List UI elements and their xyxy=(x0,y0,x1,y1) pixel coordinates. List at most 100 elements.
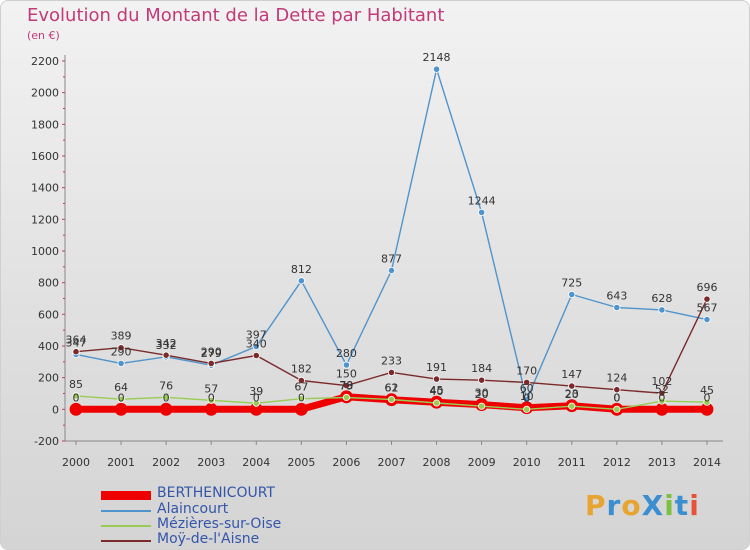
data-point-berthenicourt xyxy=(204,402,218,416)
data-point-m-zi-res-sur-oise xyxy=(342,393,351,402)
data-point-mo-de-l-aisne xyxy=(703,295,711,303)
data-label-berthenicourt: 23 xyxy=(565,388,579,401)
data-label-m-zi-res-sur-oise: 76 xyxy=(159,379,173,392)
data-point-m-zi-res-sur-oise xyxy=(432,399,441,407)
data-label-alaincourt: 628 xyxy=(651,292,672,305)
data-label-alaincourt: 812 xyxy=(291,263,312,276)
data-label-mo-de-l-aisne: 389 xyxy=(111,330,132,343)
data-label-berthenicourt: 0 xyxy=(703,391,710,404)
data-point-alaincourt xyxy=(568,290,576,299)
data-label-m-zi-res-sur-oise: 57 xyxy=(204,382,218,395)
data-point-berthenicourt xyxy=(69,402,83,416)
data-label-m-zi-res-sur-oise: 40 xyxy=(430,385,444,398)
x-tick-label: 2008 xyxy=(423,456,451,469)
data-point-mo-de-l-aisne xyxy=(162,351,170,359)
data-point-mo-de-l-aisne xyxy=(523,378,531,387)
data-label-berthenicourt: 0 xyxy=(73,391,80,404)
data-point-mo-de-l-aisne xyxy=(568,382,576,390)
data-label-alaincourt: 290 xyxy=(111,345,132,358)
data-label-berthenicourt: 0 xyxy=(208,391,215,404)
data-label-alaincourt: 2148 xyxy=(423,51,451,64)
data-point-alaincourt xyxy=(387,266,396,275)
data-label-berthenicourt: 0 xyxy=(118,391,125,404)
y-tick-label: 1600 xyxy=(31,150,59,163)
data-label-alaincourt: 280 xyxy=(336,347,357,360)
x-tick-label: 2002 xyxy=(152,456,180,469)
legend-label-mezieres: Mézières-sur-Oise xyxy=(157,516,282,532)
data-point-mo-de-l-aisne xyxy=(207,359,215,368)
data-label-mo-de-l-aisne: 233 xyxy=(381,354,402,367)
data-label-mo-de-l-aisne: 182 xyxy=(291,363,312,376)
y-tick-label: 400 xyxy=(38,340,59,353)
data-label-alaincourt: 567 xyxy=(696,302,717,315)
data-point-alaincourt xyxy=(342,361,351,369)
data-point-alaincourt xyxy=(478,208,486,216)
x-tick-label: 2014 xyxy=(693,456,721,469)
data-label-alaincourt: 60 xyxy=(520,382,534,395)
data-point-m-zi-res-sur-oise xyxy=(117,395,125,403)
logo-letter: o xyxy=(621,489,642,522)
data-point-m-zi-res-sur-oise xyxy=(72,392,80,400)
x-tick-label: 2004 xyxy=(242,456,270,469)
y-tick-label: 2200 xyxy=(31,55,59,68)
x-tick-label: 2005 xyxy=(287,456,315,469)
y-tick-label: 1200 xyxy=(31,213,59,226)
chart-unit-label: (en €) xyxy=(27,29,60,42)
data-label-mo-de-l-aisne: 124 xyxy=(606,372,627,385)
data-point-m-zi-res-sur-oise xyxy=(703,398,711,406)
logo-letter: X xyxy=(641,489,665,522)
y-tick-label: 1400 xyxy=(31,182,59,195)
data-point-mo-de-l-aisne xyxy=(613,386,621,394)
y-tick-label: 200 xyxy=(38,372,59,385)
x-tick-label: 2012 xyxy=(603,456,631,469)
data-label-alaincourt: 347 xyxy=(66,336,87,349)
data-label-mo-de-l-aisne: 102 xyxy=(651,375,672,388)
x-tick-label: 2013 xyxy=(648,456,676,469)
logo-letter: P xyxy=(585,489,607,522)
data-label-mo-de-l-aisne: 696 xyxy=(696,281,717,294)
data-label-m-zi-res-sur-oise: 62 xyxy=(384,382,398,395)
y-tick-label: 1800 xyxy=(31,118,59,131)
data-point-berthenicourt xyxy=(159,402,173,416)
data-point-mo-de-l-aisne xyxy=(387,368,396,377)
y-tick-label: 0 xyxy=(52,403,59,416)
chart-title: Evolution du Montant de la Dette par Hab… xyxy=(27,5,445,26)
data-point-alaincourt xyxy=(252,342,260,351)
data-point-m-zi-res-sur-oise xyxy=(387,395,396,404)
data-label-berthenicourt: 0 xyxy=(658,391,665,404)
data-label-alaincourt: 643 xyxy=(606,290,627,303)
data-label-berthenicourt: 10 xyxy=(520,390,534,403)
data-label-m-zi-res-sur-oise: 0 xyxy=(613,391,620,404)
data-point-mo-de-l-aisne xyxy=(297,376,305,385)
x-tick-label: 2000 xyxy=(62,456,90,469)
legend-swatch-berthenicourt xyxy=(101,491,151,500)
logo-letter: i xyxy=(689,489,700,522)
data-point-alaincourt xyxy=(297,277,305,285)
data-point-mo-de-l-aisne xyxy=(432,375,441,383)
data-point-berthenicourt xyxy=(655,402,669,416)
data-point-mo-de-l-aisne xyxy=(117,344,125,352)
data-label-berthenicourt: 61 xyxy=(384,382,398,395)
proxiti-logo: ProXiti xyxy=(585,489,700,522)
data-label-m-zi-res-sur-oise: 20 xyxy=(565,388,579,401)
data-point-mo-de-l-aisne xyxy=(478,376,486,384)
data-point-mo-de-l-aisne xyxy=(72,348,80,356)
data-label-mo-de-l-aisne: 364 xyxy=(66,334,87,347)
data-point-berthenicourt xyxy=(294,402,308,416)
data-label-berthenicourt: 0 xyxy=(298,391,305,404)
legend-label-moy: Moÿ-de-l'Aisne xyxy=(157,531,260,547)
data-label-alaincourt: 332 xyxy=(156,339,177,352)
data-point-m-zi-res-sur-oise xyxy=(568,402,576,410)
logo-letter: r xyxy=(606,489,622,522)
y-tick-label: 600 xyxy=(38,308,59,321)
data-label-mo-de-l-aisne: 191 xyxy=(426,361,447,374)
x-tick-label: 2003 xyxy=(197,456,225,469)
legend-swatch-mezieres xyxy=(101,525,151,527)
data-label-berthenicourt: 30 xyxy=(475,387,489,400)
x-tick-label: 2010 xyxy=(513,456,541,469)
data-point-mo-de-l-aisne xyxy=(658,389,666,397)
legend-label-alaincourt: Alaincourt xyxy=(157,501,229,517)
data-point-m-zi-res-sur-oise xyxy=(162,393,170,401)
